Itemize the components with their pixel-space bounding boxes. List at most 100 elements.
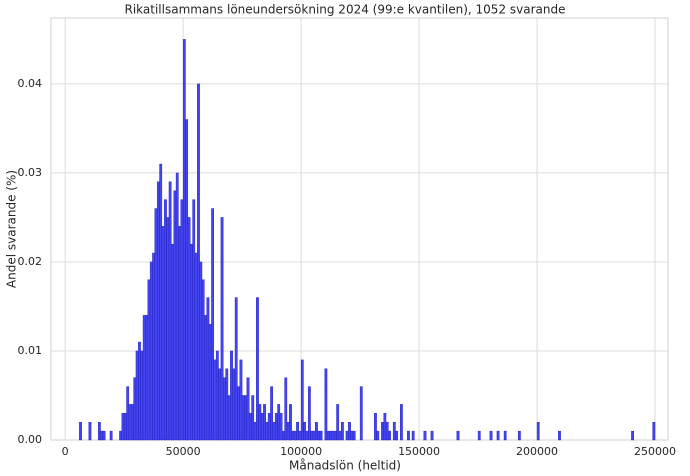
chart-title: Rikatillsammans löneundersökning 2024 (9… bbox=[125, 3, 566, 17]
x-tick-label: 50000 bbox=[166, 445, 201, 458]
bar bbox=[300, 359, 304, 441]
bar bbox=[503, 430, 507, 441]
bar bbox=[168, 181, 172, 441]
bar bbox=[123, 413, 127, 441]
bar bbox=[319, 430, 323, 441]
bar bbox=[376, 430, 380, 441]
bar bbox=[274, 413, 278, 441]
bar bbox=[333, 430, 337, 441]
bar bbox=[341, 421, 344, 441]
bar bbox=[284, 377, 288, 441]
bar bbox=[291, 430, 295, 441]
bar bbox=[230, 350, 233, 441]
bar bbox=[97, 421, 101, 441]
bar bbox=[385, 421, 389, 441]
bar bbox=[423, 430, 427, 441]
bar bbox=[227, 395, 231, 441]
bar bbox=[489, 430, 493, 441]
bar bbox=[289, 404, 292, 441]
bar bbox=[218, 368, 222, 441]
bar bbox=[267, 413, 271, 441]
bar bbox=[156, 181, 160, 441]
bar bbox=[456, 430, 460, 441]
bar bbox=[329, 430, 332, 441]
bar bbox=[388, 430, 391, 441]
y-tick-label: 0.01 bbox=[18, 344, 43, 357]
bar bbox=[159, 163, 163, 441]
bar bbox=[206, 297, 210, 441]
bar bbox=[237, 386, 240, 441]
bar bbox=[225, 368, 229, 441]
bar bbox=[232, 368, 236, 441]
bar bbox=[430, 430, 434, 441]
bar bbox=[213, 359, 217, 441]
bar bbox=[496, 430, 500, 441]
bar bbox=[381, 421, 384, 441]
bar bbox=[248, 413, 252, 441]
bar bbox=[374, 413, 377, 441]
bar bbox=[166, 217, 170, 441]
bar bbox=[185, 119, 189, 441]
bar bbox=[517, 430, 521, 441]
bar bbox=[536, 421, 540, 441]
bar bbox=[173, 190, 177, 441]
y-tick-label: 0.00 bbox=[18, 433, 43, 446]
bar bbox=[631, 430, 634, 441]
bar bbox=[135, 350, 139, 441]
bar bbox=[201, 279, 205, 441]
bar bbox=[251, 395, 255, 441]
bar bbox=[253, 421, 257, 441]
bar bbox=[383, 413, 387, 441]
y-tick-label: 0.04 bbox=[18, 77, 43, 90]
bar bbox=[109, 430, 113, 441]
bar bbox=[326, 430, 330, 441]
x-tick-label: 150000 bbox=[398, 445, 440, 458]
bar bbox=[197, 83, 200, 441]
bar bbox=[305, 430, 309, 441]
bar bbox=[190, 243, 193, 441]
bar bbox=[223, 377, 226, 441]
bar bbox=[277, 404, 281, 441]
bar bbox=[126, 386, 130, 441]
bar bbox=[307, 386, 311, 441]
bar bbox=[234, 297, 238, 441]
x-tick-label: 0 bbox=[62, 445, 69, 458]
bar bbox=[265, 421, 269, 441]
bar bbox=[246, 377, 250, 441]
bar bbox=[317, 430, 321, 441]
bar bbox=[270, 386, 273, 441]
bar bbox=[152, 252, 156, 441]
bar bbox=[180, 199, 184, 441]
bar bbox=[175, 172, 179, 441]
y-tick-label: 0.03 bbox=[18, 166, 43, 179]
x-tick-label: 100000 bbox=[280, 445, 322, 458]
bar bbox=[260, 413, 264, 441]
bar bbox=[331, 430, 335, 441]
bar bbox=[315, 421, 318, 441]
bar bbox=[350, 430, 354, 441]
bar bbox=[145, 315, 148, 441]
y-tick-label: 0.02 bbox=[18, 255, 43, 268]
bar bbox=[199, 261, 203, 441]
bar bbox=[208, 324, 212, 441]
y-axis-label: Andel svarande (%) bbox=[5, 170, 19, 288]
x-axis-label: Månadslön (heltid) bbox=[289, 459, 401, 473]
bar bbox=[298, 430, 302, 441]
bar bbox=[194, 252, 198, 441]
bar bbox=[352, 430, 356, 441]
bar bbox=[100, 430, 104, 441]
bar bbox=[119, 430, 122, 441]
bar bbox=[345, 430, 349, 441]
x-tick-label: 200000 bbox=[516, 445, 558, 458]
bar bbox=[102, 430, 106, 441]
bar bbox=[258, 404, 262, 441]
bar bbox=[359, 386, 363, 441]
bar bbox=[121, 413, 125, 441]
bar bbox=[296, 421, 299, 441]
bar bbox=[128, 404, 132, 441]
bar bbox=[282, 430, 285, 441]
bar bbox=[652, 421, 656, 441]
bar bbox=[558, 430, 561, 441]
